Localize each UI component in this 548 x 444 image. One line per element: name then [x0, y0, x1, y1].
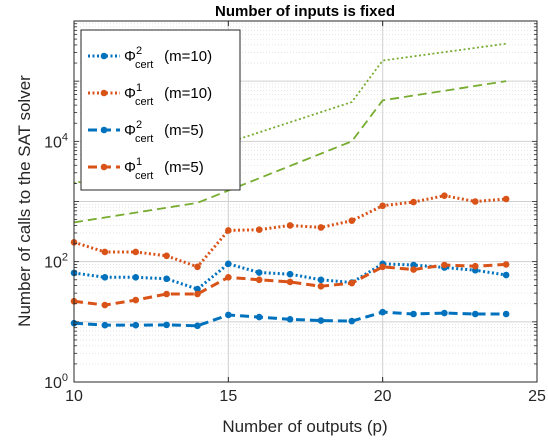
data-point — [410, 198, 417, 206]
data-point — [286, 278, 294, 286]
data-point — [286, 316, 294, 323]
data-point — [441, 261, 448, 269]
data-point — [379, 308, 386, 316]
data-point — [163, 252, 170, 260]
series-line — [73, 262, 507, 307]
data-point — [163, 275, 170, 283]
data-point — [101, 248, 109, 256]
data-point — [317, 276, 325, 284]
data-point — [194, 263, 201, 271]
x-tick-label: 15 — [219, 388, 237, 405]
data-point — [255, 276, 263, 284]
series-line — [73, 194, 507, 269]
data-point — [163, 290, 170, 298]
data-point — [163, 321, 170, 329]
data-point — [348, 317, 356, 325]
data-point — [317, 224, 325, 231]
legend-label: Φ2 cert (m=10) — [124, 45, 212, 71]
data-point — [225, 260, 232, 268]
data-point — [194, 285, 201, 293]
data-point — [194, 322, 201, 330]
axis-ticks: 10 15 20 25 100 102 104 — [44, 21, 546, 405]
data-point — [471, 262, 479, 270]
data-point — [255, 226, 263, 233]
data-point — [101, 301, 109, 309]
data-point — [441, 192, 448, 199]
y-tick-label: 102 — [44, 252, 68, 272]
x-tick-label: 10 — [65, 388, 83, 405]
data-point — [286, 222, 294, 229]
data-point — [255, 313, 263, 321]
data-point — [471, 198, 479, 205]
y-tick-label: 104 — [44, 131, 68, 151]
legend: Φ2 cert (m=10) Φ1 cert (m=10) Φ2 cert (m=5) Φ1… — [80, 29, 241, 191]
data-point — [194, 290, 201, 298]
data-point — [132, 273, 140, 281]
x-axis-label: Number of outputs (p) — [222, 417, 387, 436]
y-tick-label: 100 — [44, 372, 68, 392]
data-point — [225, 273, 232, 281]
data-point — [410, 266, 417, 273]
data-point — [502, 271, 510, 279]
data-point — [410, 261, 417, 269]
data-point — [317, 317, 325, 324]
data-point — [410, 310, 417, 318]
data-point — [132, 321, 140, 329]
data-point — [502, 261, 510, 268]
series-line — [73, 80, 507, 224]
data-point — [101, 321, 109, 329]
data-point — [471, 310, 479, 318]
x-tick-label: 25 — [528, 388, 546, 405]
y-axis-label: Number of calls to the SAT solver — [15, 75, 34, 327]
data-point — [225, 311, 232, 319]
legend-marker — [100, 163, 108, 171]
data-point — [132, 296, 140, 304]
grid — [74, 21, 537, 382]
legend-label: Φ1 cert (m=10) — [124, 82, 212, 108]
data-point — [502, 310, 510, 318]
data-point — [286, 270, 294, 278]
data-point — [502, 195, 510, 203]
data-point — [101, 273, 109, 281]
legend-marker — [100, 52, 108, 60]
series-layer — [70, 42, 510, 330]
data-point — [255, 269, 263, 276]
data-point — [348, 217, 356, 224]
data-point — [225, 227, 232, 234]
legend-marker — [100, 89, 108, 97]
data-point — [348, 279, 356, 287]
data-point — [317, 282, 325, 290]
x-tick-label: 20 — [374, 388, 392, 405]
legend-label: Φ1 cert (m=5) — [124, 156, 204, 182]
data-point — [132, 248, 140, 256]
data-point — [441, 309, 448, 317]
legend-marker — [100, 126, 108, 134]
legend-label: Φ2 cert (m=5) — [124, 119, 204, 145]
data-point — [379, 202, 386, 210]
series-line — [73, 42, 507, 185]
chart-title: Number of inputs is fixed — [215, 3, 395, 20]
data-point — [379, 263, 386, 271]
